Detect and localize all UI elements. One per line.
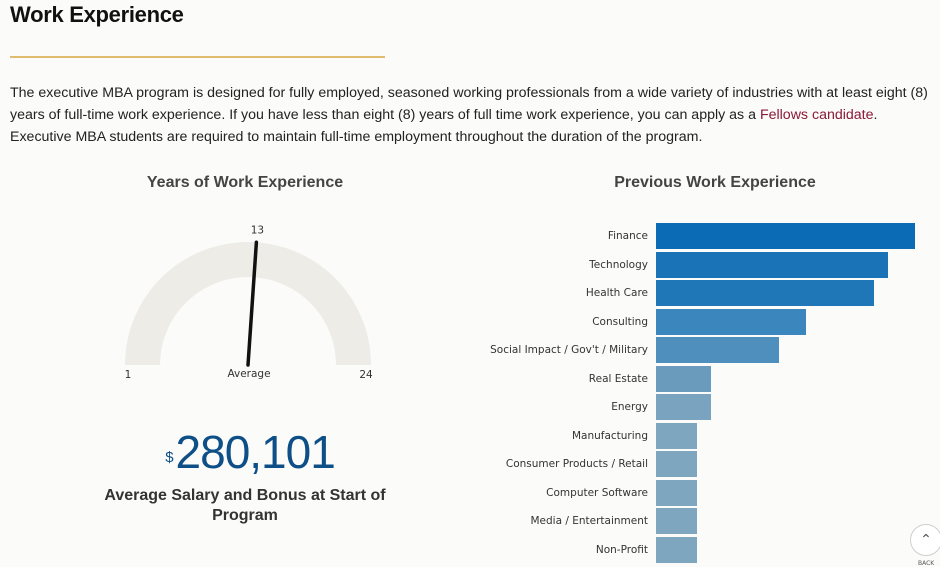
bar xyxy=(656,508,697,534)
salary-figure: $280,101 xyxy=(100,425,400,479)
bar-row: Energy xyxy=(0,394,940,420)
bar-label: Consulting xyxy=(592,316,648,328)
gauge-max-label: 24 xyxy=(359,369,373,381)
bar-row: Computer Software xyxy=(0,480,940,506)
bar-label: Real Estate xyxy=(588,373,648,385)
bar-label: Media / Entertainment xyxy=(530,515,648,527)
salary-label: Average Salary and Bonus at Start of Pro… xyxy=(104,487,386,524)
bar-label: Non-Profit xyxy=(595,544,648,556)
back-to-top-button[interactable]: ⌃ xyxy=(910,524,940,556)
salary-amount: 280,101 xyxy=(175,426,336,478)
bar xyxy=(656,366,711,392)
currency-symbol: $ xyxy=(165,449,174,466)
bar xyxy=(656,394,711,420)
bar xyxy=(656,280,874,306)
gauge-title: Years of Work Experience xyxy=(146,174,344,191)
bar-label: Computer Software xyxy=(546,487,648,499)
bar-row: Technology xyxy=(0,252,940,278)
bar xyxy=(656,537,697,563)
bar-row: Non-Profit xyxy=(0,537,940,563)
fellows-candidate-link[interactable]: Fellows candidate xyxy=(759,107,874,123)
gauge-needle xyxy=(246,240,259,367)
bar-row: Health Care xyxy=(0,280,940,306)
bar xyxy=(656,337,779,363)
bar-row: Social Impact / Gov't / Military xyxy=(0,337,940,363)
bar-label: Technology xyxy=(589,259,648,271)
bar xyxy=(656,451,697,477)
bar-row: Consumer Products / Retail xyxy=(0,451,940,477)
bar-label: Manufacturing xyxy=(571,430,648,442)
bar xyxy=(656,252,888,278)
bar-row: Finance xyxy=(0,223,940,249)
bar xyxy=(656,223,915,249)
bar-chart-title: Previous Work Experience xyxy=(614,174,816,191)
gauge-center-label: Average xyxy=(227,368,270,380)
title-divider xyxy=(10,56,385,58)
bar-label: Health Care xyxy=(585,287,648,299)
intro-paragraph: The executive MBA program is designed fo… xyxy=(10,82,940,148)
bar-label: Social Impact / Gov't / Military xyxy=(490,344,648,356)
back-label: BACK xyxy=(918,560,935,567)
bar-row: Manufacturing xyxy=(0,423,940,449)
page-title: Work Experience xyxy=(10,2,184,27)
bar-row: Media / Entertainment xyxy=(0,508,940,534)
gauge-min-label: 1 xyxy=(125,369,132,381)
bar-row: Real Estate xyxy=(0,366,940,392)
bar xyxy=(656,309,806,335)
bar-row: Consulting xyxy=(0,309,940,335)
intro-text-before: The executive MBA program is designed fo… xyxy=(10,85,928,123)
gauge-arc xyxy=(125,242,371,365)
bar-label: Consumer Products / Retail xyxy=(505,458,648,470)
bar xyxy=(656,480,697,506)
intro-text-after: . Executive MBA students are required to… xyxy=(10,107,878,145)
gauge-value-label: 13 xyxy=(251,224,264,236)
chevron-up-icon: ⌃ xyxy=(920,532,932,548)
bar-label: Energy xyxy=(611,401,648,413)
bar xyxy=(656,423,697,449)
bar-label: Finance xyxy=(607,230,648,242)
